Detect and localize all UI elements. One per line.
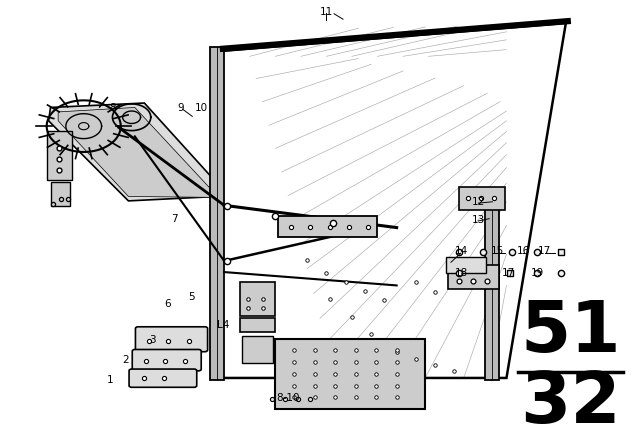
Text: 9: 9: [177, 103, 184, 113]
FancyBboxPatch shape: [278, 216, 378, 237]
Text: 16: 16: [516, 246, 530, 256]
FancyBboxPatch shape: [447, 258, 486, 273]
Text: 8-10: 8-10: [276, 392, 300, 403]
Text: 18: 18: [455, 268, 468, 278]
Text: 32: 32: [520, 369, 621, 438]
FancyBboxPatch shape: [51, 182, 70, 206]
FancyBboxPatch shape: [448, 264, 499, 289]
FancyBboxPatch shape: [47, 132, 72, 180]
Text: 51: 51: [520, 297, 621, 366]
Text: 8: 8: [109, 103, 116, 113]
Text: 2: 2: [122, 355, 129, 365]
Text: 10: 10: [195, 103, 209, 113]
FancyBboxPatch shape: [132, 349, 201, 371]
Text: 17: 17: [502, 268, 515, 278]
FancyBboxPatch shape: [460, 187, 505, 210]
Text: 7: 7: [171, 214, 178, 224]
Text: 3: 3: [149, 335, 156, 345]
FancyBboxPatch shape: [210, 47, 224, 380]
Text: 14: 14: [455, 246, 468, 256]
Text: 11: 11: [320, 7, 333, 17]
Text: 17: 17: [538, 246, 552, 256]
Text: 1: 1: [108, 375, 114, 385]
Text: 19: 19: [531, 268, 544, 278]
FancyBboxPatch shape: [275, 339, 426, 409]
Text: L4: L4: [217, 319, 229, 330]
Text: 12: 12: [472, 197, 485, 207]
Text: 15: 15: [491, 246, 504, 256]
Text: 6: 6: [164, 299, 172, 309]
FancyBboxPatch shape: [242, 336, 273, 363]
FancyBboxPatch shape: [136, 327, 207, 352]
FancyBboxPatch shape: [240, 318, 275, 332]
FancyBboxPatch shape: [240, 282, 275, 316]
FancyBboxPatch shape: [129, 369, 196, 388]
Polygon shape: [49, 103, 221, 201]
FancyBboxPatch shape: [484, 191, 499, 380]
Polygon shape: [58, 108, 211, 197]
Text: 13: 13: [472, 215, 485, 224]
Text: 5: 5: [188, 292, 195, 302]
